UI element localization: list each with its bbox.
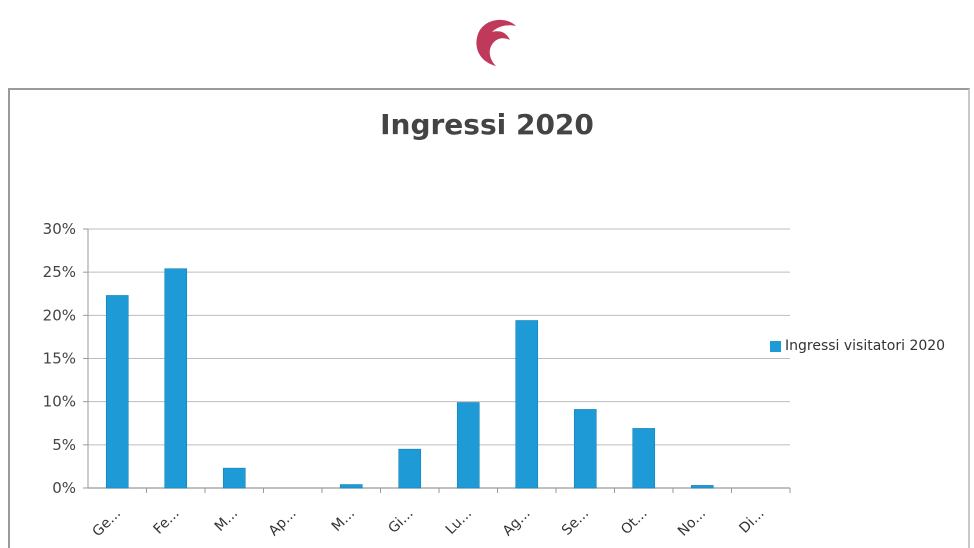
bar [339,484,363,489]
y-tick-label: 0% [52,479,76,497]
gridlines [88,228,790,446]
x-tick-label: M... [212,506,241,535]
x-tick-label: M... [329,506,358,535]
x-tick-label: No... [675,506,709,538]
legend: Ingressi visitatori 2020 [770,338,945,354]
bar [515,320,539,489]
y-tick-label: 15% [43,350,76,368]
x-tick-label: Ap... [266,506,300,538]
bar [573,409,597,489]
x-tick-label: Di... [736,506,767,537]
bar [222,467,246,489]
y-tick-label: 25% [43,263,76,281]
bar [164,268,188,489]
labels: 0% 5% 10% 15% 20% 25% 30% Ge... Fe... M... Ap... M.… [43,220,768,538]
chart-title: Ingressi 2020 [380,108,594,141]
x-tick-label: Lu... [443,506,475,538]
bar [456,402,480,489]
x-tick-label: Ag... [500,506,534,538]
chart-frame [8,88,970,548]
bars [105,268,714,489]
x-tick-label: Fe... [151,506,183,538]
x-tick-label: Ge... [90,506,125,538]
x-tick-label: Ot... [618,506,650,538]
y-tick-label: 10% [43,393,76,411]
crescent-bird-logo-icon [476,19,516,66]
x-tick-label: Gi... [385,506,416,537]
x-tick-label: Se... [559,506,592,538]
bar [105,295,129,489]
bar [398,448,422,489]
y-tick-label: 5% [52,436,76,454]
legend-label: Ingressi visitatori 2020 [785,338,946,354]
bar [632,428,656,489]
legend-swatch [770,340,781,352]
y-tick-label: 20% [43,306,76,324]
y-tick-label: 30% [43,220,76,238]
axes [83,228,791,493]
bar [690,485,714,489]
